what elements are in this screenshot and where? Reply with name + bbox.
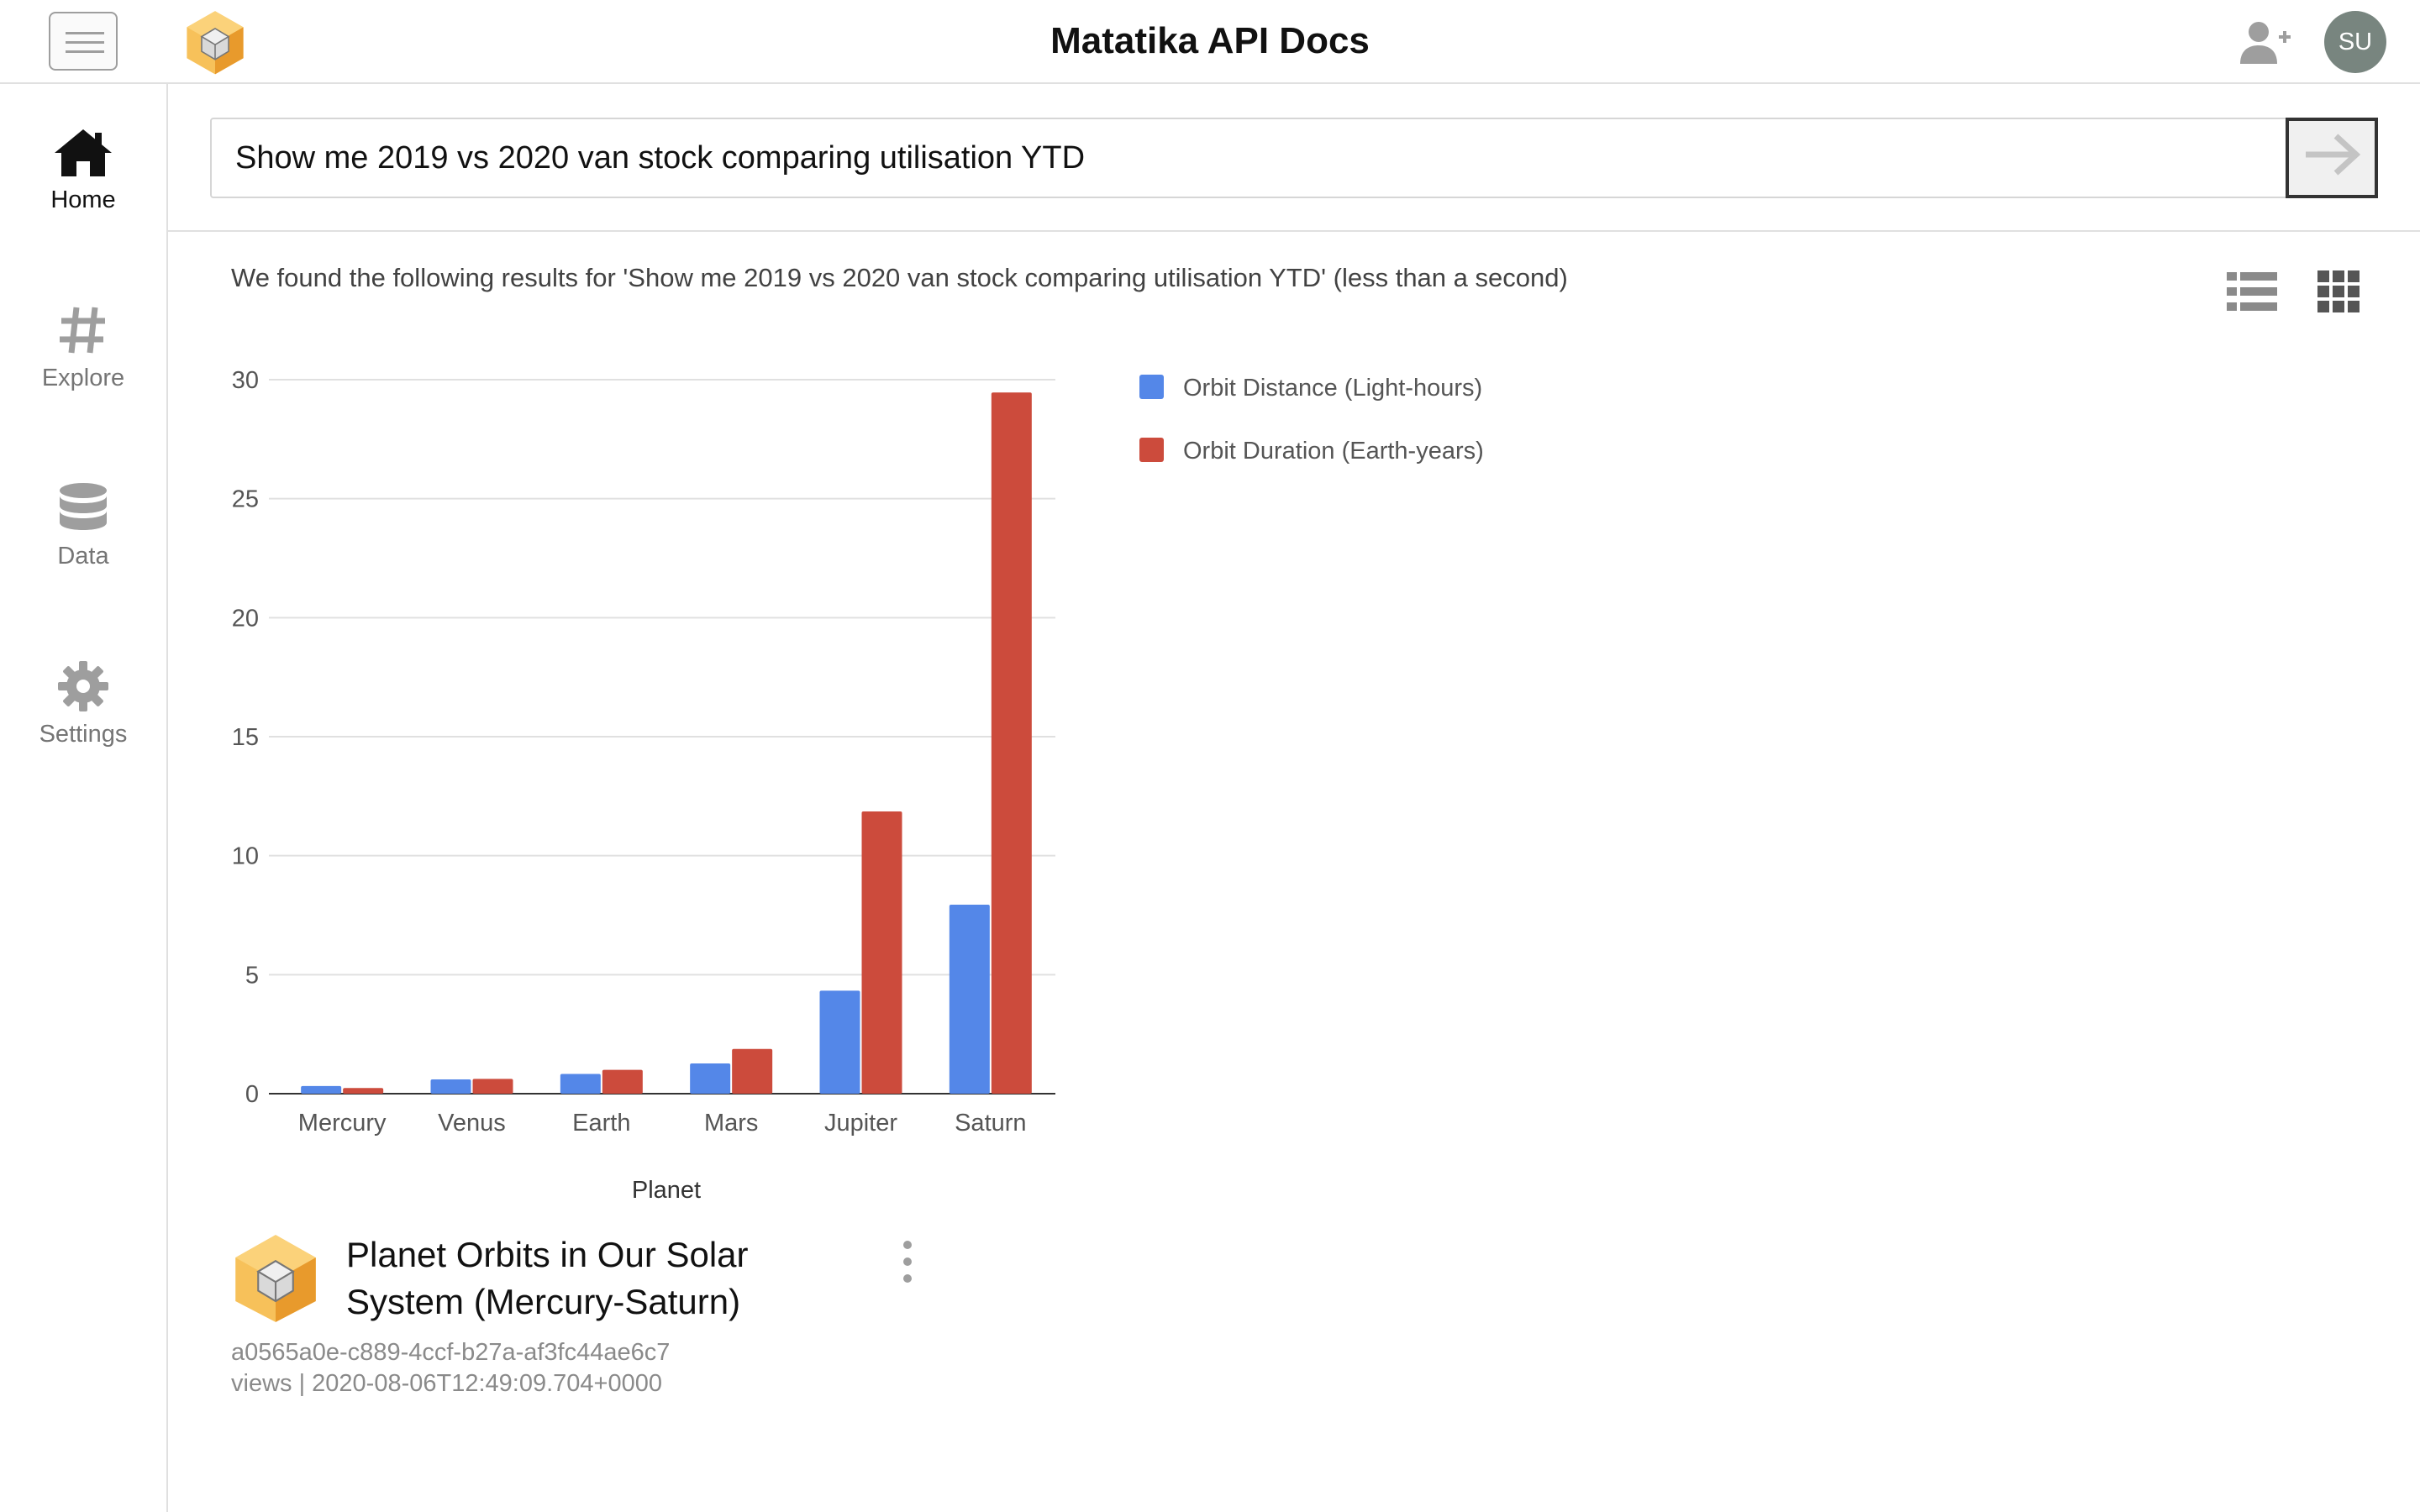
- top-bar: Matatika API Docs SU: [0, 0, 2420, 84]
- x-tick-label: Mercury: [298, 1110, 387, 1137]
- x-tick-label: Venus: [438, 1110, 506, 1137]
- sidebar-item-label: Home: [50, 186, 116, 213]
- sidebar-item-label: Explore: [41, 365, 125, 391]
- results-summary: We found the following results for 'Show…: [231, 263, 1568, 292]
- bar-earth-distance: [560, 1074, 601, 1094]
- y-tick-label: 5: [245, 962, 259, 989]
- hamburger-icon: [66, 32, 104, 53]
- sidebar-item-label: Settings: [39, 721, 128, 748]
- search-input[interactable]: [235, 119, 2269, 197]
- card-meta: a0565a0e-c889-4ccf-b27a-af3fc44ae6c7 vie…: [231, 1337, 670, 1399]
- list-view-icon[interactable]: [2227, 270, 2277, 312]
- y-tick-label: 20: [232, 605, 259, 632]
- gear-icon: [58, 661, 108, 711]
- bar-saturn-distance: [949, 905, 990, 1094]
- app-title: Matatika API Docs: [1050, 20, 1370, 61]
- y-tick-label: 30: [232, 367, 259, 394]
- legend-swatch: [1139, 438, 1164, 462]
- add-user-icon[interactable]: [2238, 18, 2292, 66]
- bar-venus-duration: [472, 1079, 513, 1094]
- sidebar-item-explore[interactable]: Explore: [0, 304, 166, 455]
- home-icon: [55, 129, 112, 176]
- bar-chart: 0 5 10 15 20 25 30 Mercury Venus Earth Mars Jupiter…: [232, 367, 1055, 1204]
- sidebar-item-label: Data: [57, 543, 109, 570]
- menu-button[interactable]: [49, 12, 118, 71]
- legend-label: Orbit Duration (Earth-years): [1183, 438, 1484, 465]
- database-icon: [60, 483, 107, 530]
- grid-view-icon[interactable]: [2317, 270, 2360, 312]
- search-box: [210, 118, 2378, 198]
- bar-mars-duration: [732, 1048, 773, 1094]
- sidebar-item-data[interactable]: Data: [0, 482, 166, 633]
- card-id: a0565a0e-c889-4ccf-b27a-af3fc44ae6c7: [231, 1339, 671, 1366]
- card-views-date: views | 2020-08-06T12:49:09.704+0000: [231, 1370, 662, 1397]
- arrow-right-icon: [2306, 134, 2361, 176]
- legend-label: Orbit Distance (Light-hours): [1183, 375, 1483, 402]
- sidebar: Home Explore Data: [0, 84, 168, 1512]
- hash-icon: [60, 307, 105, 354]
- card-title[interactable]: Planet Orbits in Our Solar System (Mercu…: [346, 1235, 749, 1321]
- app-logo[interactable]: [182, 8, 249, 76]
- bar-jupiter-duration: [861, 811, 902, 1094]
- bar-saturn-duration: [991, 392, 1032, 1094]
- search-submit-button[interactable]: [2286, 118, 2378, 198]
- more-vertical-icon[interactable]: [891, 1238, 924, 1285]
- x-tick-label: Jupiter: [824, 1110, 897, 1137]
- y-tick-label: 10: [232, 843, 259, 870]
- y-tick-label: 25: [232, 486, 259, 513]
- bar-earth-duration: [602, 1069, 643, 1094]
- bar-venus-distance: [430, 1079, 471, 1094]
- bar-mars-distance: [690, 1063, 731, 1094]
- card-logo: [235, 1235, 316, 1322]
- divider: [168, 230, 2420, 232]
- x-tick-label: Saturn: [955, 1110, 1026, 1137]
- y-tick-label: 0: [245, 1081, 259, 1108]
- bar-mercury-duration: [343, 1088, 384, 1094]
- x-tick-label: Mars: [704, 1110, 758, 1137]
- bar-jupiter-distance: [819, 990, 860, 1094]
- bar-mercury-distance: [301, 1085, 342, 1094]
- avatar[interactable]: SU: [2324, 11, 2386, 73]
- x-axis-label: Planet: [632, 1177, 701, 1204]
- legend-swatch: [1139, 375, 1164, 399]
- sidebar-item-home[interactable]: Home: [0, 126, 166, 277]
- y-tick-label: 15: [232, 724, 259, 751]
- x-tick-label: Earth: [572, 1110, 630, 1137]
- sidebar-item-settings[interactable]: Settings: [0, 660, 166, 811]
